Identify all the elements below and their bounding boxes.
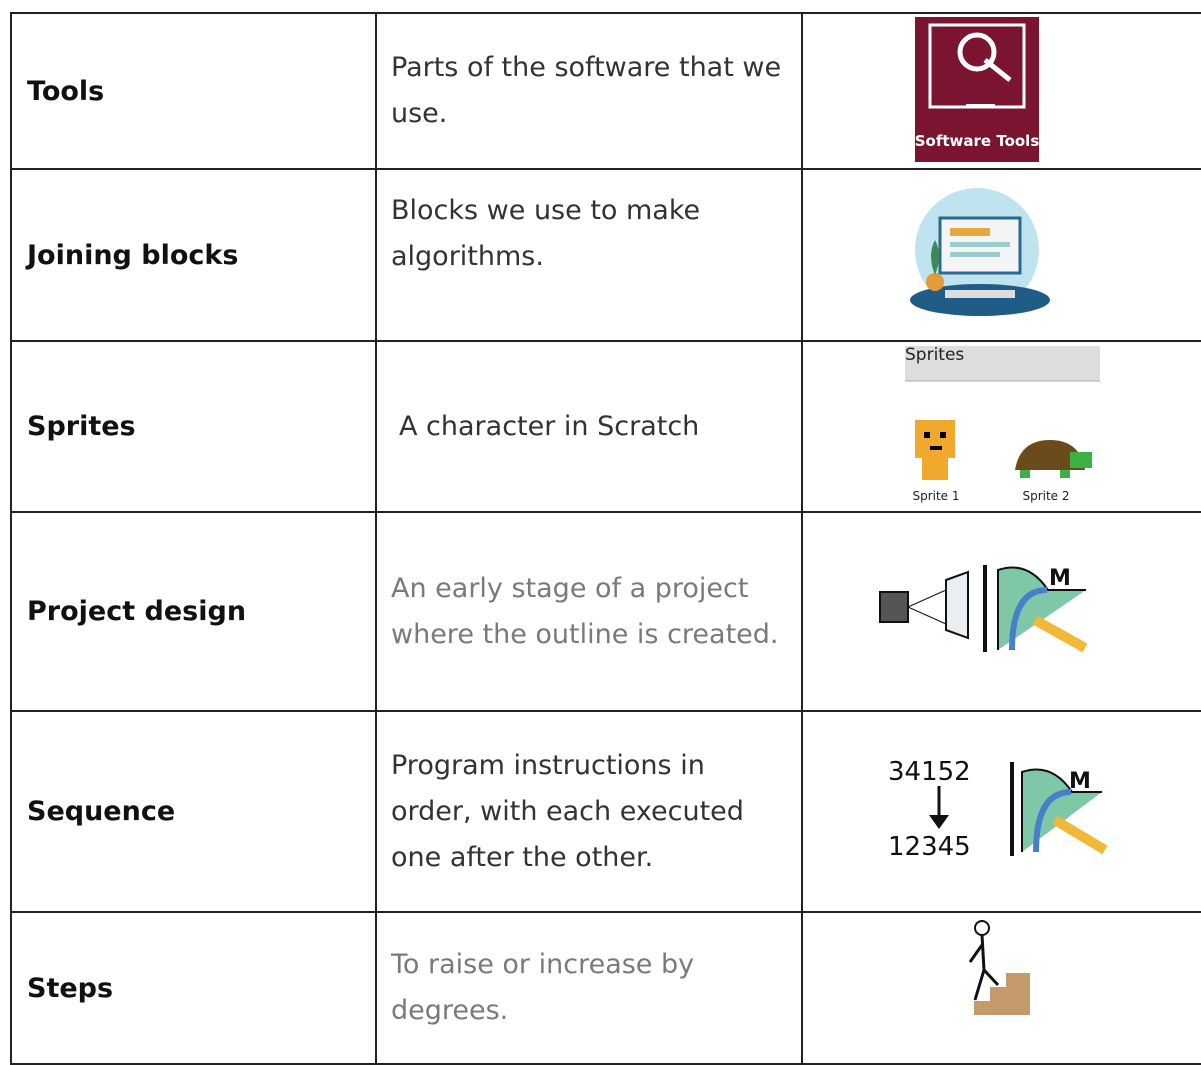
- term-cell-text: Tools: [27, 75, 105, 107]
- definition-cell-text: Parts of the software that we use.: [391, 52, 782, 129]
- definition-cell: An early stage of a project where the ou…: [375, 511, 803, 712]
- image-cell: [801, 340, 1201, 513]
- image-cell: [801, 911, 1201, 1065]
- definition-cell: Program instructions in order, with each…: [375, 710, 803, 913]
- definition-cell-text: Program instructions in order, with each…: [391, 749, 744, 873]
- term-cell-text: Joining blocks: [27, 239, 239, 271]
- definition-cell-text: A character in Scratch: [399, 410, 700, 442]
- term-cell: Sprites: [10, 340, 377, 513]
- definition-cell: Parts of the software that we use.: [375, 12, 803, 170]
- term-cell-text: Project design: [27, 596, 247, 627]
- image-cell: [801, 168, 1201, 342]
- term-cell-text: Steps: [27, 972, 114, 1004]
- image-cell: [801, 511, 1201, 712]
- image-cell: [801, 12, 1201, 170]
- definition-cell-text: To raise or increase by degrees.: [391, 949, 695, 1026]
- term-cell: Project design: [10, 511, 377, 712]
- term-cell-text: Sprites: [27, 411, 136, 442]
- term-cell-text: Sequence: [27, 796, 176, 827]
- term-cell: Joining blocks: [10, 168, 377, 342]
- definition-cell-text: Blocks we use to make algorithms.: [391, 195, 701, 272]
- definition-cell-text: An early stage of a project where the ou…: [391, 572, 779, 650]
- definition-cell: A character in Scratch: [375, 340, 803, 513]
- image-cell: [801, 710, 1201, 913]
- term-cell: Tools: [10, 12, 377, 170]
- term-cell: Sequence: [10, 710, 377, 913]
- term-cell: Steps: [10, 911, 377, 1065]
- definition-cell: To raise or increase by degrees.: [375, 911, 803, 1065]
- definition-cell: Blocks we use to make algorithms.: [375, 168, 803, 342]
